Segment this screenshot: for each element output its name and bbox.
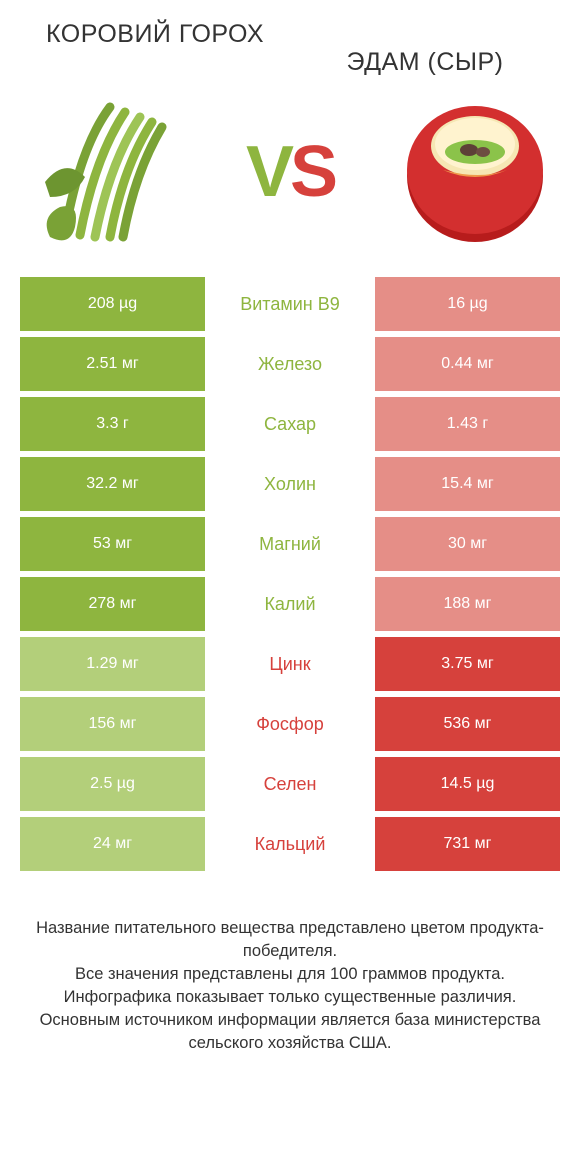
nutrient-name: Селен	[205, 757, 375, 811]
nutrient-name: Железо	[205, 337, 375, 391]
nutrient-name: Витамин B9	[205, 277, 375, 331]
right-value-cell: 15.4 мг	[375, 457, 560, 511]
left-value-cell: 32.2 мг	[20, 457, 205, 511]
nutrient-name: Сахар	[205, 397, 375, 451]
right-value-cell: 188 мг	[375, 577, 560, 631]
right-value-cell: 30 мг	[375, 517, 560, 571]
comparison-table: 208 µgВитамин B916 µg 2.51 мгЖелезо0.44 м…	[0, 277, 580, 871]
footer-line: Название питательного вещества представл…	[25, 917, 555, 963]
left-value-cell: 208 µg	[20, 277, 205, 331]
right-value-cell: 536 мг	[375, 697, 560, 751]
left-value-cell: 24 мг	[20, 817, 205, 871]
nutrient-name: Холин	[205, 457, 375, 511]
right-value-cell: 14.5 µg	[375, 757, 560, 811]
left-value-cell: 278 мг	[20, 577, 205, 631]
header: КОРОВИЙ ГОРОХ ЭДАМ (СЫР)	[0, 0, 580, 77]
vs-s: S	[290, 132, 334, 212]
table-row: 3.3 гСахар1.43 г	[20, 397, 560, 451]
footer-line: Все значения представлены для 100 граммо…	[25, 963, 555, 986]
right-value-cell: 1.43 г	[375, 397, 560, 451]
table-row: 24 мгКальций731 мг	[20, 817, 560, 871]
left-value-cell: 3.3 г	[20, 397, 205, 451]
left-value-cell: 1.29 мг	[20, 637, 205, 691]
vs-label: VS	[246, 131, 334, 213]
right-product-image	[390, 87, 560, 257]
table-row: 1.29 мгЦинк3.75 мг	[20, 637, 560, 691]
left-product-image	[20, 87, 190, 257]
table-row: 156 мгФосфор536 мг	[20, 697, 560, 751]
nutrient-name: Калий	[205, 577, 375, 631]
right-value-cell: 0.44 мг	[375, 337, 560, 391]
right-value-cell: 3.75 мг	[375, 637, 560, 691]
footer-line: Основным источником информации является …	[25, 1009, 555, 1055]
images-row: VS	[0, 77, 580, 277]
table-row: 53 мгМагний30 мг	[20, 517, 560, 571]
table-row: 278 мгКалий188 мг	[20, 577, 560, 631]
table-row: 2.51 мгЖелезо0.44 мг	[20, 337, 560, 391]
nutrient-name: Фосфор	[205, 697, 375, 751]
edam-cheese-icon	[395, 92, 555, 252]
right-value-cell: 16 µg	[375, 277, 560, 331]
left-value-cell: 2.5 µg	[20, 757, 205, 811]
left-product-title: КОРОВИЙ ГОРОХ	[20, 20, 290, 49]
cowpea-icon	[20, 87, 190, 257]
left-value-cell: 2.51 мг	[20, 337, 205, 391]
table-row: 32.2 мгХолин15.4 мг	[20, 457, 560, 511]
left-value-cell: 156 мг	[20, 697, 205, 751]
nutrient-name: Цинк	[205, 637, 375, 691]
left-value-cell: 53 мг	[20, 517, 205, 571]
footer-line: Инфографика показывает только существенн…	[25, 986, 555, 1009]
footer-notes: Название питательного вещества представл…	[0, 877, 580, 1056]
table-row: 2.5 µgСелен14.5 µg	[20, 757, 560, 811]
right-value-cell: 731 мг	[375, 817, 560, 871]
right-product-title: ЭДАМ (СЫР)	[290, 20, 560, 77]
nutrient-name: Кальций	[205, 817, 375, 871]
table-row: 208 µgВитамин B916 µg	[20, 277, 560, 331]
vs-v: V	[246, 132, 290, 212]
nutrient-name: Магний	[205, 517, 375, 571]
